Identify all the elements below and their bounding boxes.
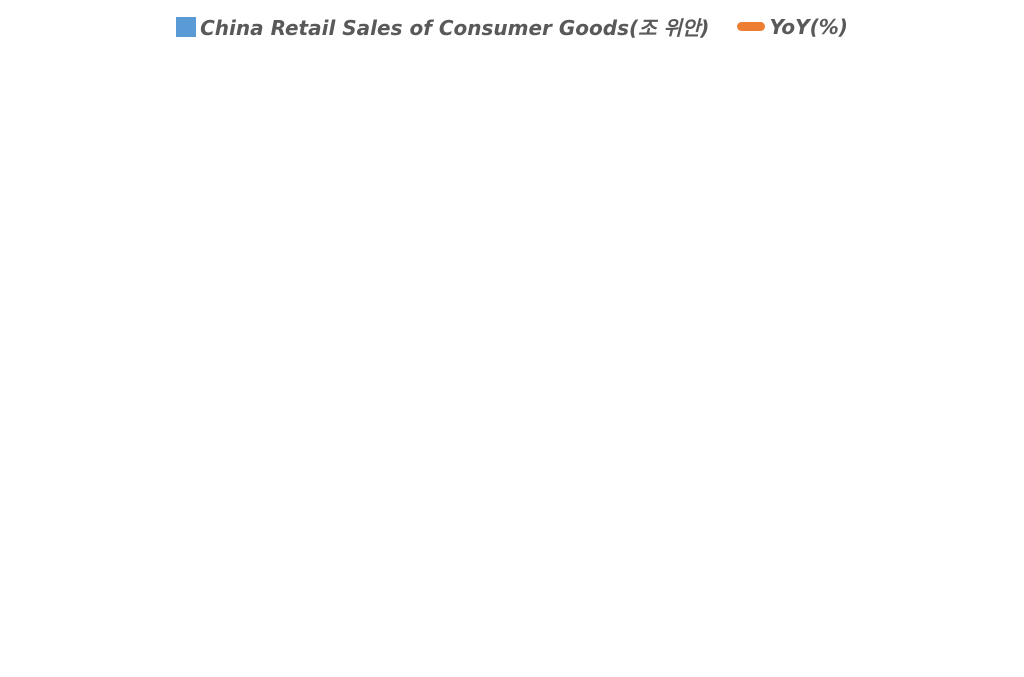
bar [324,336,381,575]
yoy-label-bg [413,352,448,369]
bar [168,396,225,575]
bar [869,106,926,576]
yoy-line [36,193,981,616]
yoy-label-bg [335,285,370,302]
legend-item-line: YoY(%) [737,14,848,39]
legend-swatch-bar [176,16,197,37]
yoy-label: 8.0 [889,391,907,402]
legend-label-line: YoY(%) [769,14,848,39]
legend-item-bar: China Retail Sales of Consumer Goods(조 위… [176,12,709,41]
bar-label: 11.5 [24,456,59,472]
bar-label: 13.3 [102,436,137,452]
x-tick-label: 08 [28,652,53,673]
yoy-label-bg [101,265,136,282]
yoy-label-bg [491,322,526,339]
x-tick-label: 12 [340,652,365,673]
yoy-label-bg [24,167,58,184]
yoy-label: 9.0 [811,375,829,386]
yoy-label: 12.0 [496,327,521,338]
yoy-label-bg [647,348,682,365]
x-tick-label: 11 [262,652,287,673]
bar [480,276,537,575]
x-tick-label: 16 [652,652,677,673]
x-tick-label: 13 [418,652,443,673]
yoy-label: 15.5 [107,270,132,281]
bar-label: 30.1 [569,244,604,260]
bar [90,423,147,575]
bar-label: 36.6 [725,170,760,186]
bar-label: 39.2 [959,141,994,157]
yoy-label-bg [803,371,837,388]
yoy-label-bg [880,387,915,404]
yoy-label: -3.9 [965,628,987,639]
bar [792,141,848,575]
legend-label-bar: China Retail Sales of Consumer Goods(조 위… [200,16,710,40]
bar-label: 41.2 [880,118,916,134]
yoy-label-bg [257,239,292,256]
x-tick-label: 14 [496,652,521,673]
x-tick-label: 10 [184,652,209,673]
yoy-label-bg [725,351,760,368]
x-tick-label: 15 [574,652,599,673]
bar-label: 18.4 [257,378,292,394]
yoy-label: 18.4 [184,223,209,234]
bar-label: 33.2 [647,209,682,225]
x-tick-label: 09 [106,652,131,673]
yoy-label-bg [958,624,993,641]
bar [947,128,1004,576]
bar [558,232,615,575]
bar [402,304,459,575]
yoy-label: 10.2 [730,356,755,367]
legend-swatch-line [737,22,766,31]
yoy-label-bg [569,343,604,360]
bar [636,197,693,575]
bar [13,444,69,575]
bar [246,365,303,575]
x-tick-label: 18 [807,652,832,673]
x-tick-label: 17 [730,652,756,673]
yoy-label: 13.1 [418,357,443,368]
legend: China Retail Sales of Consumer Goods(조 위… [0,12,1024,41]
yoy-label: 21.6 [29,171,54,182]
bar-label: 38.1 [803,153,838,169]
yoy-label: 14.3 [340,289,365,300]
bar-label: 21.0 [335,348,370,364]
bar-label: 26.2 [491,289,526,305]
yoy-label-bg [179,218,214,235]
x-tick-label: 20 [963,652,988,673]
bar [714,158,771,575]
bar-label: 23.8 [413,316,448,332]
x-tick-label: 19 [885,652,910,673]
yoy-label: 10.4 [652,353,677,364]
bar-label: 15.7 [180,408,215,424]
yoy-label: 17.1 [262,244,287,255]
yoy-label: 10.7 [574,348,599,359]
